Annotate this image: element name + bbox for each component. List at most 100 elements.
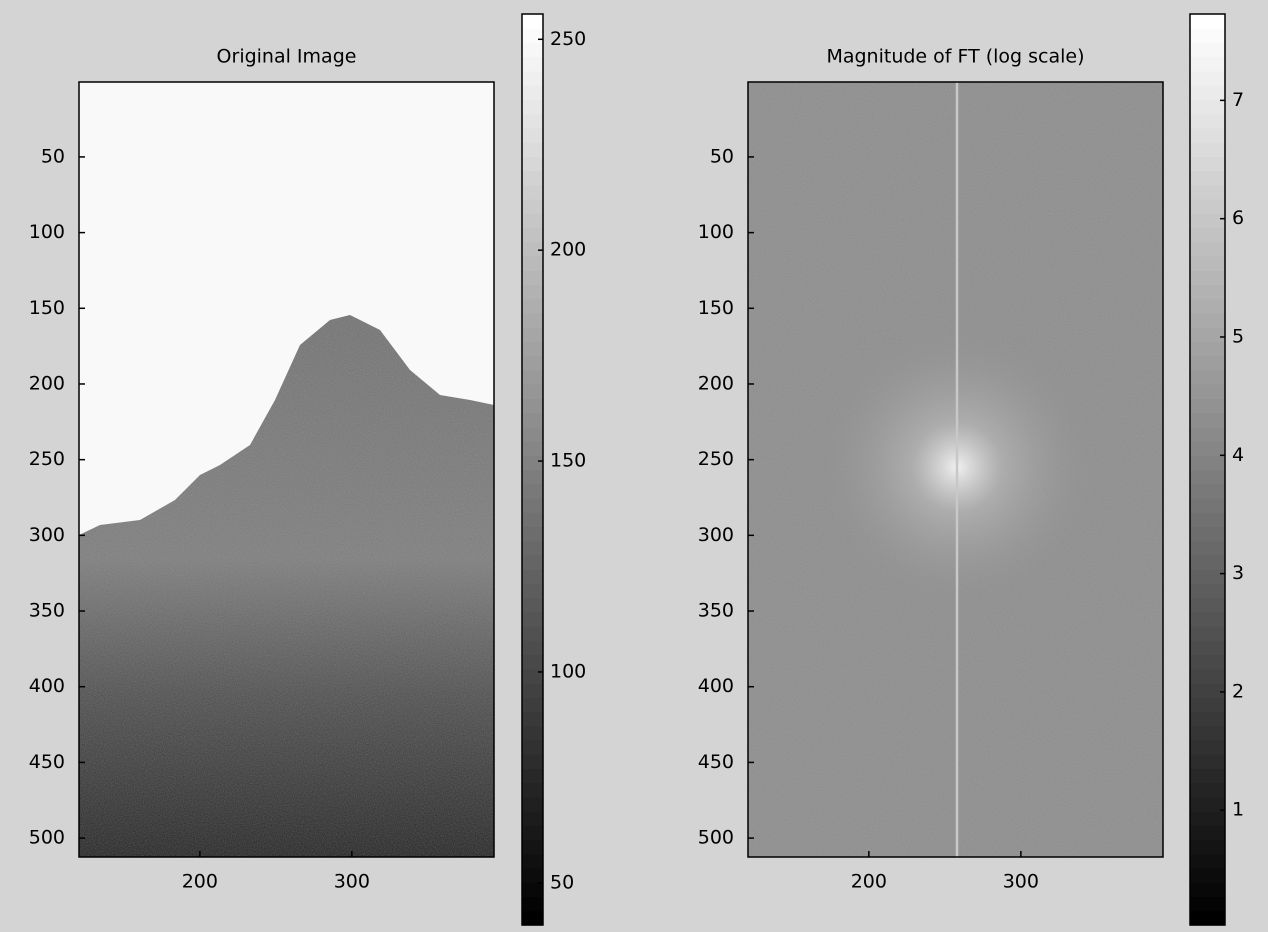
colorbar-step (1190, 228, 1225, 243)
colorbar-step (1190, 455, 1225, 470)
colorbar-step (1190, 156, 1225, 171)
colorbar-step (1190, 911, 1225, 926)
colorbar-tick-label: 7 (1232, 89, 1244, 111)
colorbar-step (522, 683, 543, 698)
colorbar-step (522, 868, 543, 883)
colorbar-step (1190, 740, 1225, 755)
colorbar-step (1190, 384, 1225, 399)
ft-image (748, 82, 1163, 857)
colorbar-step (1190, 825, 1225, 840)
y-tick-label: 200 (698, 372, 734, 394)
chart-title: Original Image (217, 46, 357, 68)
colorbar-step (1190, 811, 1225, 826)
colorbar-step (1190, 313, 1225, 328)
colorbar-step (522, 370, 543, 385)
colorbar-tick-label: 100 (550, 660, 586, 682)
colorbar-step (1190, 470, 1225, 485)
colorbar-step (522, 840, 543, 855)
colorbar-step (522, 740, 543, 755)
colorbar-step (522, 299, 543, 314)
colorbar-step (1190, 114, 1225, 129)
x-tick-label: 300 (334, 871, 370, 893)
colorbar-step (522, 911, 543, 926)
colorbar-tick-label: 250 (550, 28, 586, 50)
y-tick-label: 150 (698, 297, 734, 319)
original-image (79, 82, 494, 857)
colorbar-step (1190, 171, 1225, 186)
colorbar-step (1190, 569, 1225, 584)
colorbar-step (522, 57, 543, 72)
colorbar-step (1190, 768, 1225, 783)
colorbar-step (1190, 327, 1225, 342)
colorbar-step (522, 42, 543, 57)
colorbar-step (522, 655, 543, 670)
colorbar-step (1190, 868, 1225, 883)
colorbar-step (1190, 413, 1225, 428)
colorbar-step (1190, 242, 1225, 257)
colorbar-step (1190, 882, 1225, 897)
colorbar-step (522, 128, 543, 143)
y-tick-label: 100 (29, 221, 65, 243)
colorbar-step (522, 512, 543, 527)
colorbar-step (1190, 42, 1225, 57)
colorbar-step (1190, 398, 1225, 413)
colorbar-step (1190, 640, 1225, 655)
colorbar-step (522, 270, 543, 285)
colorbar-step (522, 783, 543, 798)
y-tick-label: 150 (29, 297, 65, 319)
colorbar-step (1190, 199, 1225, 214)
colorbar-step (522, 242, 543, 257)
chart-title: Magnitude of FT (log scale) (826, 46, 1084, 68)
colorbar-step (1190, 142, 1225, 157)
colorbar-step (522, 598, 543, 613)
colorbar-step (522, 427, 543, 442)
colorbar-step (522, 384, 543, 399)
colorbar-step (522, 754, 543, 769)
y-tick-label: 500 (698, 827, 734, 849)
colorbar-step (1190, 498, 1225, 513)
colorbar-step (1190, 85, 1225, 100)
colorbar-step (522, 811, 543, 826)
colorbar-step (1190, 256, 1225, 271)
colorbar-step (1190, 555, 1225, 570)
colorbar-step (522, 897, 543, 912)
colorbar-step (522, 256, 543, 271)
colorbar-tick-label: 4 (1232, 444, 1244, 466)
colorbar-step (1190, 341, 1225, 356)
colorbar-step (1190, 99, 1225, 114)
colorbar-step (1190, 583, 1225, 598)
colorbar-step (522, 768, 543, 783)
colorbar-step (522, 726, 543, 741)
colorbar-step (522, 341, 543, 356)
y-tick-label: 300 (29, 524, 65, 546)
y-tick-label: 400 (29, 675, 65, 697)
y-tick-label: 250 (29, 448, 65, 470)
colorbar-step (1190, 284, 1225, 299)
y-tick-label: 50 (41, 145, 65, 167)
colorbar-step (522, 199, 543, 214)
colorbar-step (522, 114, 543, 129)
x-tick-label: 300 (1003, 871, 1039, 893)
colorbar-tick-label: 2 (1232, 680, 1244, 702)
colorbar-step (1190, 185, 1225, 200)
colorbar-step (522, 413, 543, 428)
colorbar-tick-label: 5 (1232, 325, 1244, 347)
colorbar-step (522, 711, 543, 726)
y-tick-label: 200 (29, 372, 65, 394)
colorbar-step (1190, 669, 1225, 684)
colorbar-step (1190, 427, 1225, 442)
colorbar-step (1190, 797, 1225, 812)
colorbar-step (1190, 71, 1225, 86)
colorbar-tick-label: 150 (550, 450, 586, 472)
colorbar-step (522, 356, 543, 371)
colorbar-tick-label: 50 (550, 871, 574, 893)
y-tick-label: 250 (698, 448, 734, 470)
colorbar-step (1190, 598, 1225, 613)
colorbar-step (522, 142, 543, 157)
colorbar-step (522, 398, 543, 413)
colorbar-step (522, 555, 543, 570)
colorbar-step (522, 526, 543, 541)
colorbar-step (1190, 726, 1225, 741)
colorbar-step (522, 669, 543, 684)
colorbar-step (1190, 897, 1225, 912)
